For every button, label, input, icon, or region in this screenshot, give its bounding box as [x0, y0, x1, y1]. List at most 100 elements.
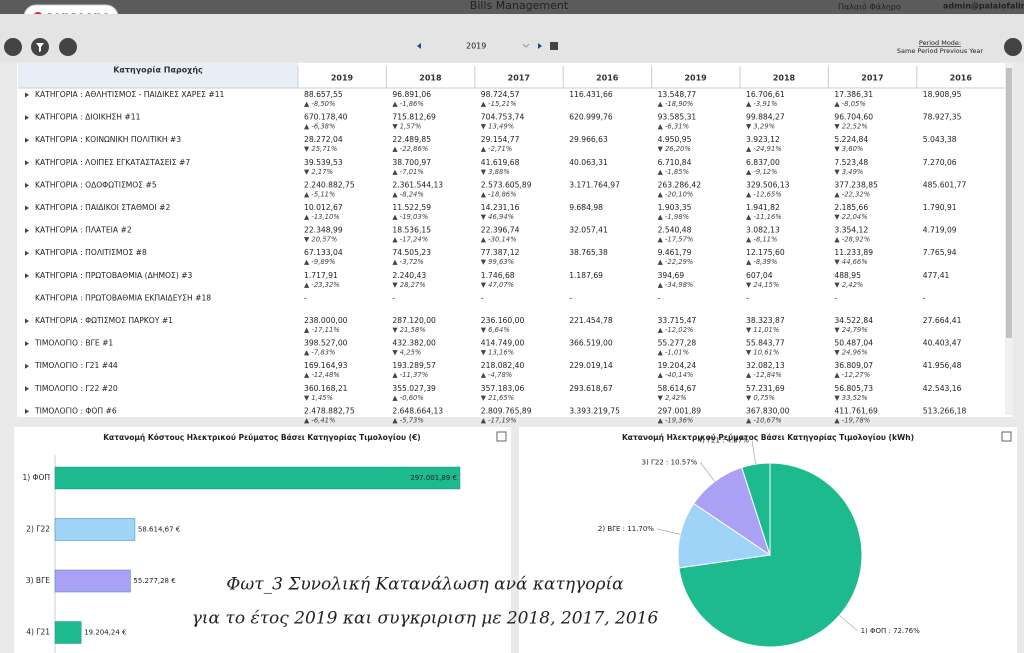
expand-arrow[interactable]	[25, 408, 29, 414]
expand-arrow[interactable]	[25, 363, 29, 369]
refresh-button[interactable]	[1004, 38, 1022, 56]
expand-button[interactable]	[496, 431, 507, 442]
column-header: 2019	[684, 74, 707, 83]
cell-value: 2.540,48	[658, 226, 692, 235]
expand-arrow[interactable]	[25, 182, 29, 188]
cell-change: ▲ -22,32%	[834, 190, 870, 198]
cell-value: 2.478.882,75	[304, 406, 355, 415]
expand-arrow[interactable]	[25, 137, 29, 143]
cell-value: 56.805,73	[834, 384, 873, 393]
row-label: ΤΙΜΟΛΟΓΙΟ : Γ21 #44	[34, 361, 118, 370]
cell-value: 670.178,40	[304, 113, 348, 122]
cell-value: 3.354,12	[834, 226, 868, 235]
cell-value: 360.168,21	[304, 384, 348, 393]
column-header: 2017	[508, 74, 530, 83]
cell-change: ▲ -8,11%	[746, 236, 777, 244]
category-label: 2) Γ22	[26, 525, 50, 534]
cell-value: 366.519,00	[569, 339, 613, 348]
cell-value: 6.837,00	[746, 158, 780, 167]
cell-change: ▲ -6,41%	[304, 416, 335, 424]
cell-value: 1.903,35	[658, 203, 692, 212]
year-dropdown[interactable]	[522, 43, 530, 48]
bar[interactable]	[54, 518, 136, 541]
period-mode[interactable]: Same Period Previous Year	[897, 47, 983, 55]
cell-change: ▼ 3,49%	[834, 168, 863, 176]
bar[interactable]	[54, 569, 131, 593]
cell-value: 2.240.882,75	[304, 180, 355, 189]
cell-change: ▼ 20,57%	[304, 236, 337, 244]
cell-change: ▼ 6,64%	[481, 326, 510, 334]
expand-arrow[interactable]	[25, 341, 29, 347]
row-label: ΚΑΤΗΓΟΡΙΑ : ΠΡΩΤΟΒΑΘΜΙΑ (ΔΗΜΟΣ) #3	[35, 271, 193, 280]
cell-change: ▲ -20,10%	[658, 190, 694, 198]
cell-change: ▲ -1,01%	[658, 349, 689, 357]
pie-slice[interactable]	[677, 502, 772, 569]
tools-button[interactable]	[59, 38, 77, 56]
expand-arrow[interactable]	[25, 92, 29, 98]
cell-value: 17.386,31	[834, 90, 873, 99]
cell-value: 22.396,74	[481, 226, 520, 235]
bar[interactable]	[54, 621, 82, 644]
expand-button[interactable]	[1001, 431, 1012, 442]
cell-change: ▲ -12,65%	[746, 190, 782, 198]
toolbar	[0, 14, 1024, 62]
table: Κατηγορία Παροχής 2019 2018 2017 2016 2019 201…	[18, 65, 1005, 424]
bar[interactable]	[54, 466, 461, 490]
cell-value: 67.133,04	[304, 248, 343, 257]
cell-change: ▼ 21,58%	[392, 326, 425, 334]
cell-value: 263.286,42	[658, 180, 702, 189]
row-label: ΚΑΤΗΓΟΡΙΑ : ΟΔΟΦΩΤΙΣΜΟΣ #5	[35, 180, 157, 189]
scrollbar-thumb[interactable]	[1006, 68, 1012, 338]
user[interactable]: admin@palaiofaliro.gr	[943, 2, 1024, 11]
expand-arrow[interactable]	[25, 273, 29, 279]
year-select[interactable]: 2019	[466, 42, 486, 51]
cell-change: ▲ -0,60%	[392, 394, 423, 402]
cell-change: ▼ 1,57%	[392, 123, 421, 131]
column-header: 2017	[861, 74, 883, 83]
cell-value: 16.706,61	[746, 90, 785, 99]
cell-value: 218.082,40	[481, 361, 525, 370]
cell-change: ▼ 13,49%	[481, 123, 514, 131]
cell-change: ▼ 24,15%	[746, 281, 779, 289]
caption-line: για το έτος 2019 και συγκριριση με 2018,…	[192, 609, 659, 629]
cell-change: ▲ -17,57%	[658, 236, 694, 244]
cell-value: 33.715,47	[658, 316, 697, 325]
cell-change: ▼ 46,94%	[481, 213, 514, 221]
slice-label: 1) ΦΟΠ : 72.76%	[861, 627, 921, 635]
calendar-icon[interactable]	[550, 42, 558, 50]
cell-value: 1.746,68	[481, 271, 515, 280]
expand-arrow[interactable]	[25, 160, 29, 166]
cell-value: 2.240,43	[392, 271, 426, 280]
cell-value: 3.171.764,97	[569, 180, 620, 189]
cell-value: 1.790,91	[923, 203, 957, 212]
cell-change: ▼ 2,42%	[658, 394, 687, 402]
expand-arrow[interactable]	[25, 318, 29, 324]
expand-arrow[interactable]	[25, 386, 29, 392]
row-label: ΚΑΤΗΓΟΡΙΑ : ΑΘΛΗΤΙΣΜΟΣ - ΠΑΙΔΙΚΕΣ ΧΑΡΕΣ …	[35, 90, 225, 99]
cell-value: 41.956,48	[923, 361, 962, 370]
cell-change: ▲ -23,32%	[304, 281, 340, 289]
expand-arrow[interactable]	[25, 205, 29, 211]
cell-value: 22.348,99	[304, 226, 343, 235]
cell-change: ▲ -5,11%	[304, 190, 335, 198]
cell-change: ▲ -7,01%	[392, 168, 423, 176]
location-select[interactable]: Παλαιό Φάληρο	[838, 2, 901, 12]
cell-value: 355.027,39	[392, 384, 436, 393]
cell-change: ▲ -17,19%	[481, 416, 517, 424]
prev-period[interactable]	[417, 43, 421, 49]
next-period[interactable]	[538, 43, 542, 49]
cell-value: 22.489,85	[392, 135, 431, 144]
expand-arrow[interactable]	[25, 250, 29, 256]
cell-change: ▼ 3,88%	[481, 168, 510, 176]
cell-change: ▲ -6,38%	[304, 123, 335, 131]
cell-change: ▼ 11,01%	[746, 326, 779, 334]
cell-value: 4.950,95	[658, 135, 692, 144]
expand-arrow[interactable]	[25, 228, 29, 234]
exit-button[interactable]	[4, 38, 22, 56]
expand-arrow[interactable]	[25, 115, 29, 121]
cell-change: ▼ 21,65%	[481, 394, 514, 402]
cell-change: ▲ -11,37%	[392, 371, 428, 379]
cell-value: -	[392, 293, 395, 302]
cell-value: 116.431,66	[569, 90, 613, 99]
cell-value: 620.999,76	[569, 113, 613, 122]
